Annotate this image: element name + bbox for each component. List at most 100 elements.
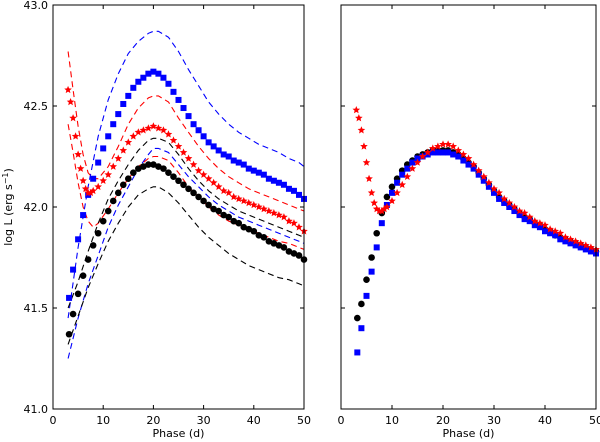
- data-point-circle: [135, 165, 142, 172]
- data-point-star: [139, 126, 148, 134]
- data-point-circle: [205, 201, 212, 209]
- dashed-curve: [67, 137, 305, 309]
- data-point-square: [75, 236, 82, 243]
- data-point-square: [378, 220, 385, 227]
- dashed-curve: [67, 30, 305, 319]
- data-point-circle: [225, 213, 232, 221]
- x-tick-label: 50: [589, 414, 600, 427]
- data-point-square: [354, 349, 361, 356]
- data-point-square: [475, 171, 482, 178]
- data-point-star: [159, 126, 168, 134]
- data-point-circle: [388, 183, 396, 191]
- data-point-star: [219, 186, 228, 195]
- data-point-star: [546, 225, 554, 233]
- data-point-star: [367, 188, 376, 197]
- data-point-star: [370, 198, 378, 207]
- data-point-square: [521, 216, 528, 223]
- x-tick-label: 40: [538, 414, 552, 427]
- data-point-star: [352, 106, 361, 114]
- data-point-square: [582, 246, 589, 253]
- y-tick-label: 41.0: [24, 403, 49, 416]
- left-x-axis-label: Phase (d): [153, 427, 205, 440]
- data-point-square: [260, 171, 267, 178]
- data-point-star: [69, 114, 77, 122]
- data-point-star: [129, 132, 138, 140]
- data-point-square: [552, 232, 559, 239]
- data-point-star: [86, 188, 95, 197]
- data-point-star: [551, 227, 559, 235]
- data-point-star: [224, 188, 233, 197]
- data-point-star: [413, 158, 422, 166]
- data-point-circle: [114, 189, 122, 197]
- data-point-square: [567, 240, 574, 247]
- data-point-square: [363, 292, 370, 299]
- left-axes-frame: [52, 4, 305, 410]
- data-point-star: [290, 219, 298, 227]
- data-point-circle: [104, 207, 112, 215]
- y-tick-label: 43.0: [24, 0, 49, 12]
- data-point-star: [474, 166, 483, 174]
- data-point-square: [511, 208, 518, 215]
- data-point-star: [362, 158, 371, 166]
- data-point-square: [115, 111, 122, 118]
- x-tick-label: 30: [487, 414, 501, 427]
- right-data-points: [352, 106, 600, 356]
- data-point-star: [505, 198, 514, 207]
- data-point-square: [577, 244, 584, 251]
- data-point-star: [260, 205, 268, 213]
- right-x-axis-label: Phase (d): [443, 427, 495, 440]
- data-point-star: [234, 194, 243, 203]
- data-point-square: [434, 149, 441, 156]
- data-point-square: [85, 191, 92, 198]
- data-point-star: [295, 223, 303, 231]
- y-tick-label: 42.0: [24, 201, 49, 214]
- data-point-square: [275, 179, 282, 186]
- data-point-square: [265, 175, 272, 182]
- data-point-circle: [373, 229, 381, 237]
- data-point-star: [244, 198, 253, 207]
- data-point-star: [99, 176, 107, 184]
- dashed-curve: [67, 124, 305, 250]
- data-point-star: [520, 209, 529, 217]
- data-point-circle: [240, 223, 248, 231]
- data-point-circle: [265, 238, 273, 245]
- data-point-circle: [354, 314, 361, 322]
- data-point-circle: [368, 254, 375, 261]
- data-point-square: [80, 212, 87, 219]
- data-point-star: [64, 85, 72, 94]
- data-point-square: [145, 70, 152, 77]
- data-point-star: [229, 192, 238, 201]
- data-point-star: [365, 174, 373, 182]
- data-point-star: [587, 243, 595, 251]
- data-point-star: [418, 152, 427, 160]
- data-point-circle: [99, 217, 107, 225]
- data-point-star: [154, 124, 163, 132]
- data-point-square: [180, 105, 187, 112]
- data-point-star: [393, 188, 401, 197]
- data-point-circle: [74, 290, 82, 298]
- left-data-points: [64, 68, 308, 338]
- data-point-square: [414, 155, 421, 162]
- data-point-square: [295, 191, 302, 198]
- data-point-square: [409, 159, 416, 166]
- data-point-circle: [215, 207, 222, 215]
- data-point-circle: [84, 256, 92, 263]
- data-point-star: [556, 229, 565, 237]
- data-point-circle: [89, 242, 97, 249]
- data-point-square: [501, 199, 508, 206]
- data-point-star: [104, 170, 113, 178]
- data-point-square: [250, 167, 257, 174]
- data-point-star: [490, 184, 498, 193]
- data-point-star: [214, 182, 223, 191]
- data-point-star: [429, 144, 437, 152]
- data-point-circle: [260, 234, 268, 241]
- data-point-circle: [220, 211, 227, 219]
- data-point-star: [525, 213, 534, 221]
- data-point-star: [164, 130, 173, 138]
- data-point-square: [105, 133, 112, 140]
- data-point-square: [547, 230, 554, 237]
- data-point-square: [368, 268, 375, 275]
- x-tick-label: 10: [96, 414, 110, 427]
- data-point-circle: [383, 193, 391, 201]
- data-point-circle: [195, 193, 202, 201]
